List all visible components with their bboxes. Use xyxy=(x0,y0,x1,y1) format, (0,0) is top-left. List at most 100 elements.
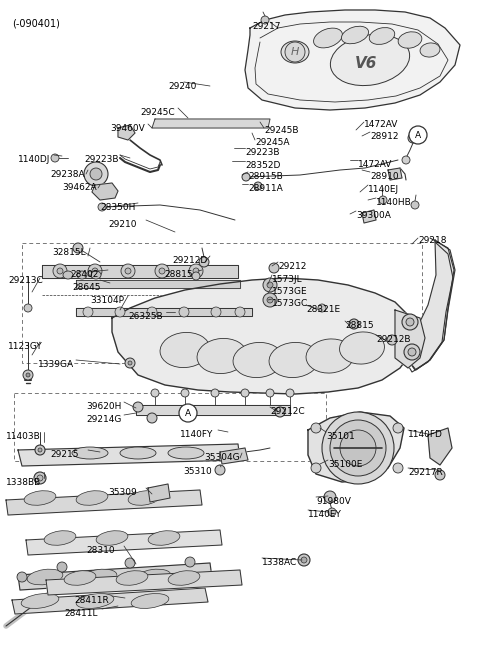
Text: 35100E: 35100E xyxy=(328,460,362,469)
Ellipse shape xyxy=(24,491,56,505)
Ellipse shape xyxy=(120,447,156,459)
Text: 1140DJ: 1140DJ xyxy=(18,155,50,164)
Ellipse shape xyxy=(148,531,180,545)
Circle shape xyxy=(73,243,83,253)
Text: 39300A: 39300A xyxy=(356,211,391,220)
Text: 28645: 28645 xyxy=(72,283,100,292)
Circle shape xyxy=(311,423,321,433)
Circle shape xyxy=(318,304,326,312)
Circle shape xyxy=(189,264,203,278)
Circle shape xyxy=(241,389,249,397)
Text: 1339GA: 1339GA xyxy=(38,360,74,369)
Ellipse shape xyxy=(339,332,384,364)
Circle shape xyxy=(411,201,419,209)
Text: 1338BB: 1338BB xyxy=(6,478,41,487)
Bar xyxy=(22,243,422,363)
Text: 26325B: 26325B xyxy=(128,312,163,321)
Ellipse shape xyxy=(76,594,114,608)
Circle shape xyxy=(125,358,135,368)
Ellipse shape xyxy=(233,343,283,378)
Ellipse shape xyxy=(91,271,101,279)
Circle shape xyxy=(406,318,414,326)
Text: 28402: 28402 xyxy=(70,270,98,279)
Polygon shape xyxy=(46,570,242,595)
Text: 11403B: 11403B xyxy=(6,432,41,441)
Circle shape xyxy=(285,42,305,62)
Text: 28815: 28815 xyxy=(164,270,192,279)
Text: 28815: 28815 xyxy=(345,321,373,330)
Polygon shape xyxy=(76,308,252,316)
Ellipse shape xyxy=(306,339,354,373)
Text: 29240: 29240 xyxy=(168,82,196,91)
Text: 32815L: 32815L xyxy=(52,248,85,257)
Text: 1573GE: 1573GE xyxy=(272,287,308,296)
Circle shape xyxy=(51,154,59,162)
Circle shape xyxy=(35,445,45,455)
Text: 1472AV: 1472AV xyxy=(358,160,392,169)
Ellipse shape xyxy=(269,343,319,378)
Text: 28411L: 28411L xyxy=(64,609,97,618)
Polygon shape xyxy=(428,428,452,465)
Text: 28912: 28912 xyxy=(370,132,398,141)
Circle shape xyxy=(269,263,279,273)
Ellipse shape xyxy=(76,491,108,505)
Circle shape xyxy=(23,370,33,380)
Text: 29217: 29217 xyxy=(252,22,280,31)
Ellipse shape xyxy=(168,447,204,459)
Circle shape xyxy=(261,16,269,24)
Polygon shape xyxy=(18,444,240,466)
Circle shape xyxy=(147,307,157,317)
Circle shape xyxy=(179,404,197,422)
Text: 28915B: 28915B xyxy=(248,172,283,181)
Circle shape xyxy=(402,314,418,330)
Text: 1140FY: 1140FY xyxy=(180,430,214,439)
Ellipse shape xyxy=(330,35,409,86)
Ellipse shape xyxy=(398,32,422,48)
Ellipse shape xyxy=(168,571,200,585)
Circle shape xyxy=(328,508,336,516)
Text: 29245B: 29245B xyxy=(264,126,299,135)
Ellipse shape xyxy=(131,594,169,608)
Polygon shape xyxy=(308,412,404,482)
Circle shape xyxy=(193,268,199,274)
Circle shape xyxy=(330,420,386,476)
Text: 28310: 28310 xyxy=(86,546,115,555)
Polygon shape xyxy=(362,210,376,223)
Ellipse shape xyxy=(63,271,73,279)
Text: 28911A: 28911A xyxy=(248,184,283,193)
Text: 35101: 35101 xyxy=(326,432,355,441)
Circle shape xyxy=(211,389,219,397)
Circle shape xyxy=(409,126,427,144)
Circle shape xyxy=(254,182,262,190)
Text: 29212D: 29212D xyxy=(172,256,207,265)
Text: 1123GY: 1123GY xyxy=(8,342,43,351)
Polygon shape xyxy=(395,310,425,368)
Text: 29214G: 29214G xyxy=(86,415,121,424)
Circle shape xyxy=(53,264,67,278)
Circle shape xyxy=(26,373,30,377)
Circle shape xyxy=(267,297,273,303)
Ellipse shape xyxy=(21,594,59,608)
Text: V6: V6 xyxy=(355,56,377,70)
Circle shape xyxy=(115,307,125,317)
Circle shape xyxy=(155,264,169,278)
Circle shape xyxy=(128,361,132,365)
Text: 29245A: 29245A xyxy=(255,138,289,147)
Circle shape xyxy=(159,268,165,274)
Circle shape xyxy=(298,554,310,566)
Circle shape xyxy=(147,413,157,423)
Circle shape xyxy=(387,335,397,345)
Text: (-090401): (-090401) xyxy=(12,18,60,28)
Polygon shape xyxy=(42,265,238,278)
Circle shape xyxy=(275,407,285,417)
Text: 29238A: 29238A xyxy=(50,170,84,179)
Text: 29212: 29212 xyxy=(278,262,306,271)
Text: 35310: 35310 xyxy=(183,467,212,476)
Polygon shape xyxy=(408,240,455,370)
Text: 28411R: 28411R xyxy=(74,596,109,605)
Text: 29245C: 29245C xyxy=(140,108,175,117)
Circle shape xyxy=(235,307,245,317)
Text: H: H xyxy=(291,47,299,57)
Text: 1573JL: 1573JL xyxy=(272,275,302,284)
Circle shape xyxy=(263,278,277,292)
